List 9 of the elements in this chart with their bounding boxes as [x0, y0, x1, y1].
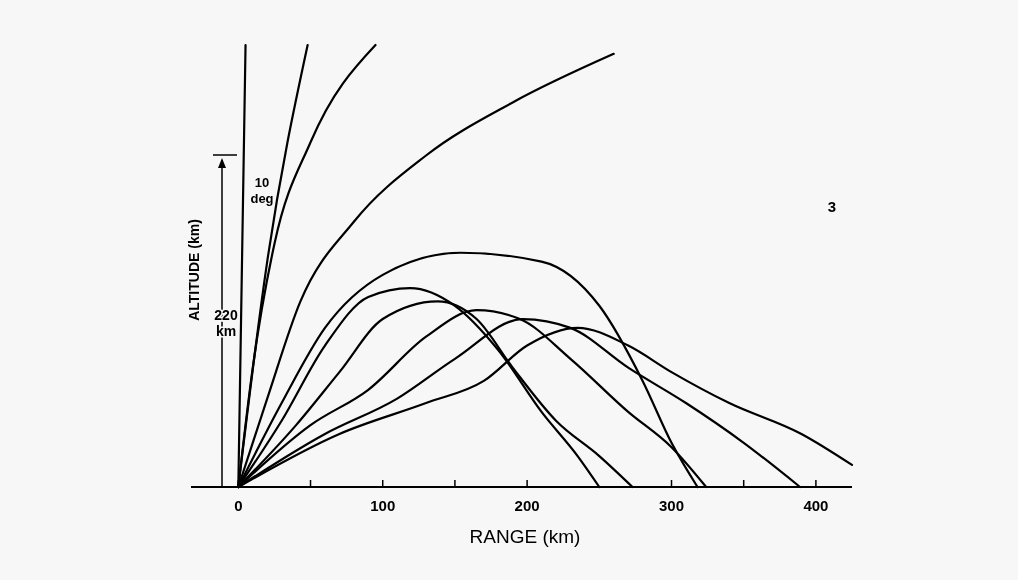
x-tick-label: 200	[514, 497, 540, 514]
x-tick-label: 0	[234, 497, 243, 514]
x-axis-title: RANGE (km)	[469, 526, 581, 547]
annotation: 3	[827, 198, 837, 215]
y-axis-title: ALTITUDE (km)	[186, 219, 202, 321]
x-tick-label: 400	[803, 497, 829, 514]
x-tick-label: 100	[370, 497, 396, 514]
annotation: 10 deg	[250, 175, 274, 206]
x-tick-label: 300	[658, 497, 685, 514]
